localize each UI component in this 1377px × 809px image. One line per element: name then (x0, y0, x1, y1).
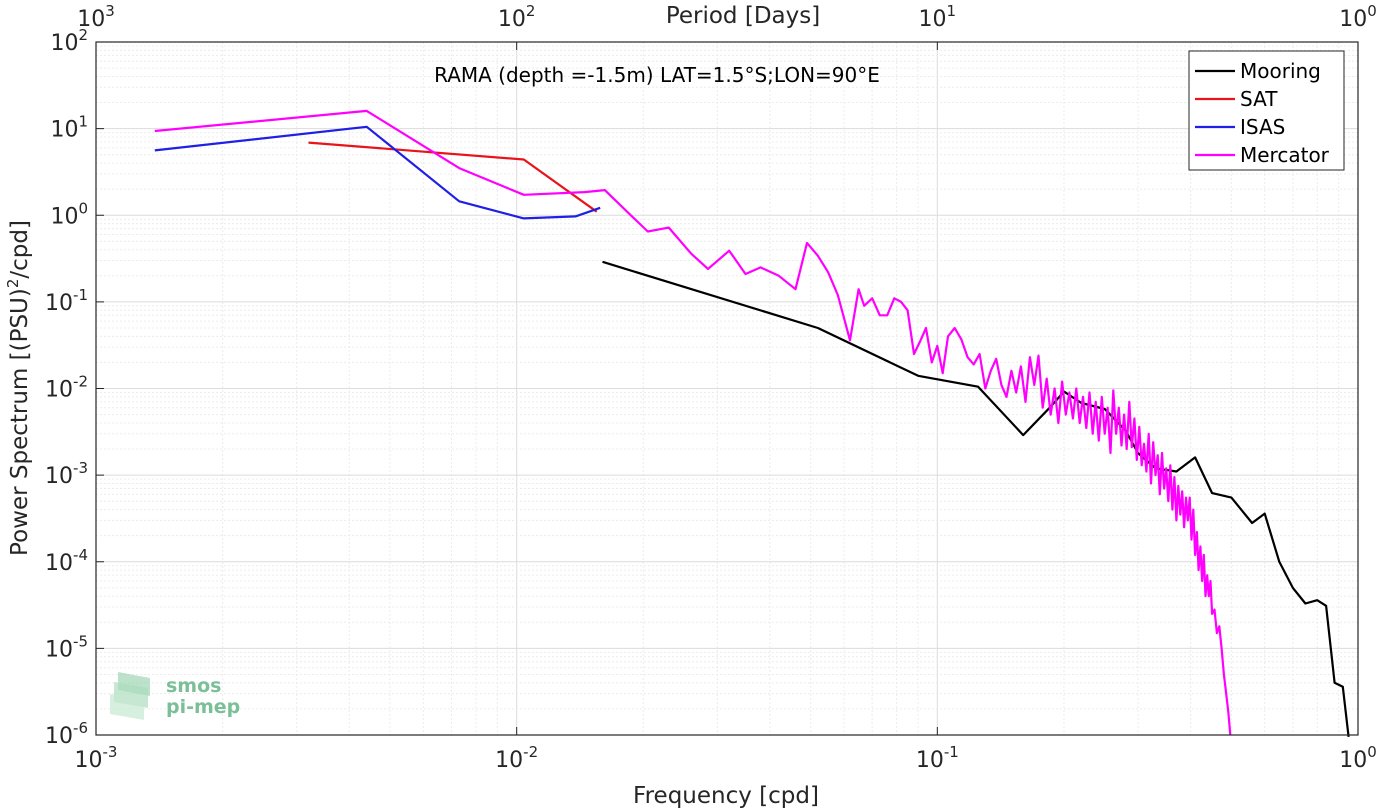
y-tick-label: 10-5 (45, 632, 88, 662)
legend-label-mercator: Mercator (1240, 143, 1330, 167)
y-tick-label: 10-2 (45, 373, 88, 403)
legend: Mooring SAT ISAS Mercator (1188, 50, 1345, 171)
top-tick-label: 103 (77, 2, 115, 32)
series-line-mercator (154, 109, 1232, 736)
y-tick-label: 10-3 (45, 459, 88, 489)
y-tick-label: 10-1 (45, 286, 88, 316)
legend-label-mooring: Mooring (1240, 59, 1321, 83)
y-tick-label: 100 (50, 199, 88, 229)
logo-icon (110, 672, 150, 720)
legend-label-sat: SAT (1240, 87, 1278, 111)
y-tick-label: 102 (50, 26, 88, 56)
top-tick-label: 102 (498, 2, 536, 32)
legend-label-isas: ISAS (1240, 115, 1285, 139)
y-tick-label: 10-4 (45, 546, 88, 576)
x-tick-label: 10-1 (916, 743, 959, 773)
grid (95, 42, 1358, 736)
series-line-sat (308, 141, 598, 213)
x-axis-title: Frequency [cpd] (633, 783, 819, 809)
x-tick-label: 10-3 (75, 743, 118, 773)
top-axis-title: Period [Days] (666, 3, 820, 29)
y-axis-title: Power Spectrum [(PSU)2/cpd] (4, 220, 33, 556)
series-line-isas (154, 125, 601, 220)
series-lines (154, 109, 1350, 738)
logo-text-pimep: pi-mep (166, 696, 240, 718)
annotation: RAMA (depth =-1.5m) LAT=1.5°S;LON=90°E (434, 63, 880, 87)
top-tick-label: 101 (919, 2, 957, 32)
series-line-mooring (602, 260, 1350, 738)
top-tick-label: 100 (1339, 2, 1377, 32)
smos-pi-mep-logo: smos pi-mep (110, 672, 240, 720)
x-tick-label: 100 (1339, 743, 1377, 773)
y-tick-label: 10-6 (45, 719, 88, 749)
x-tick-label: 10-2 (495, 743, 538, 773)
logo-text-smos: smos (166, 675, 221, 697)
y-tick-label: 101 (50, 113, 88, 143)
